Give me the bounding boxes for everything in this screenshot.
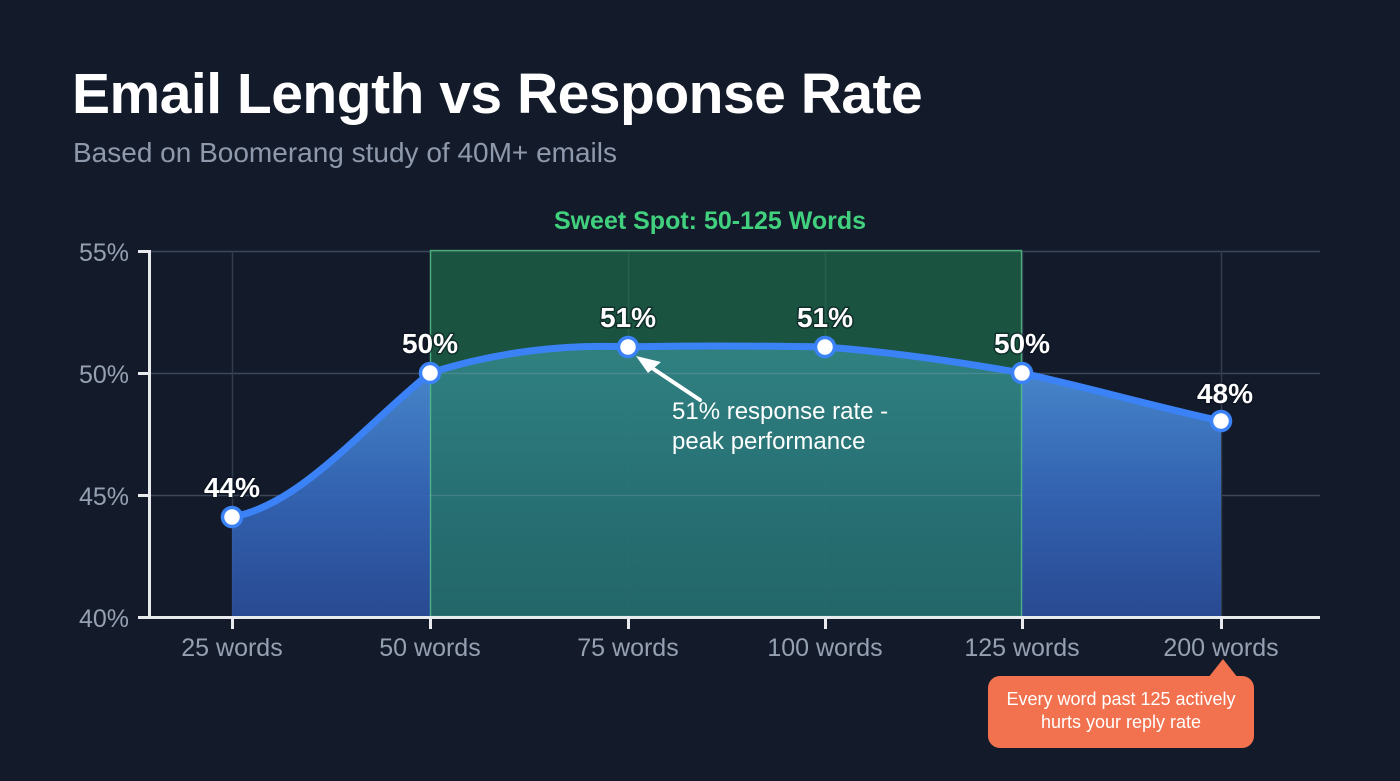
x-tick-label-25-words: 25 words [181, 634, 282, 662]
data-point-markers [220, 335, 1233, 529]
y-tick-label-50: 50% [79, 361, 129, 389]
page-title: Email Length vs Response Rate [72, 62, 923, 126]
value-label-25-words: 44% [204, 472, 260, 503]
warning-tooltip: Every word past 125 actively hurts your … [988, 676, 1254, 749]
x-axis-ticks [231, 617, 1223, 629]
tooltip-line1: Every word past 125 actively [1006, 689, 1236, 709]
data-point-75-words[interactable] [616, 335, 640, 359]
y-tick-label-40: 40% [79, 605, 129, 633]
page-subtitle: Based on Boomerang study of 40M+ emails [73, 137, 617, 168]
peak-annotation-arrow [636, 356, 702, 402]
data-point-100-words[interactable] [813, 335, 837, 359]
value-label-100-words: 51% [797, 302, 853, 333]
data-point-50-words[interactable] [418, 361, 442, 385]
sweet-spot-label: Sweet Spot: 50-125 Words [553, 207, 867, 235]
x-tick-label-75-words: 75 words [577, 634, 678, 662]
data-point-200-words[interactable] [1209, 409, 1233, 433]
gridlines-over-band [430, 372, 1022, 497]
peak-annotation-line1: 51% response rate - [672, 398, 888, 425]
x-tick-label-200-words: 200 words [1163, 634, 1278, 662]
value-label-50-words: 50% [402, 328, 458, 359]
tooltip-line2: hurts your reply rate [1040, 712, 1202, 733]
x-tick-label-125-words: 125 words [964, 634, 1079, 662]
value-label-125-words: 50% [994, 328, 1050, 359]
y-tick-label-55: 55% [79, 239, 129, 267]
response-rate-line [228, 342, 1225, 521]
data-point-25-words[interactable] [220, 505, 244, 529]
value-label-200-words: 48% [1197, 378, 1253, 409]
sweet-spot-band [430, 250, 1022, 617]
x-tick-label-100-words: 100 words [767, 634, 882, 662]
tooltip-pointer-icon [1208, 659, 1238, 678]
data-point-125-words[interactable] [1010, 361, 1034, 385]
x-tick-label-50-words: 50 words [379, 634, 480, 662]
peak-annotation-line2: peak performance [672, 428, 865, 455]
value-label-75-words: 51% [600, 302, 656, 333]
axis-lines [148, 250, 1320, 619]
y-axis-ticks [138, 250, 150, 619]
y-tick-label-45: 45% [79, 483, 129, 511]
